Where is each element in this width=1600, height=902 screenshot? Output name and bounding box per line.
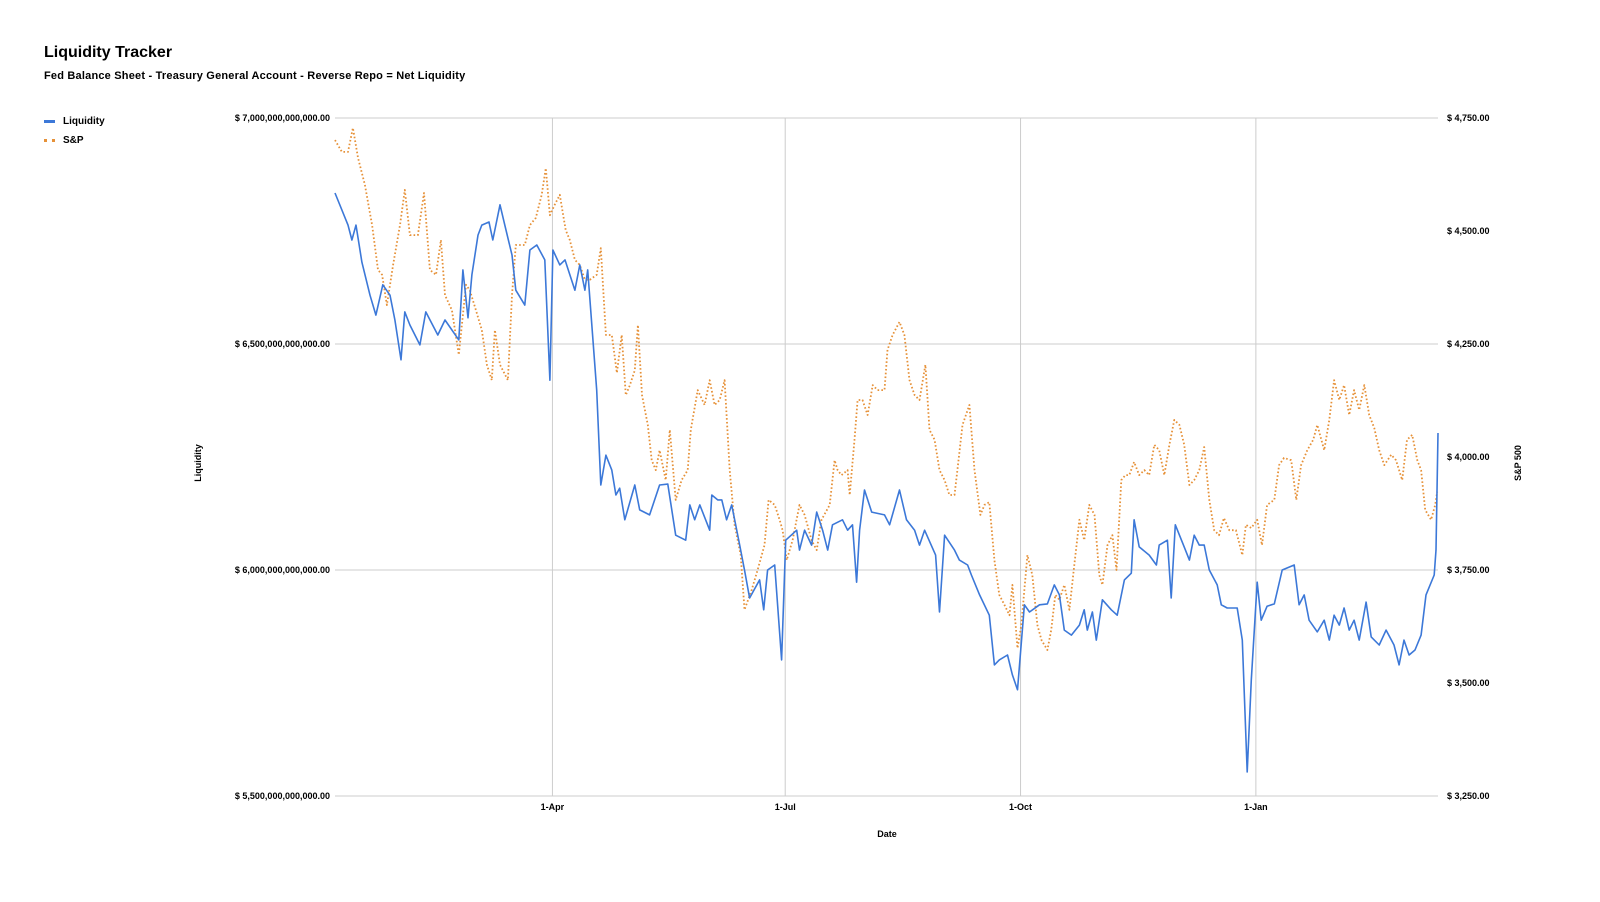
legend-swatch-liquidity bbox=[44, 120, 55, 123]
y-tick-label: $ 5,500,000,000,000.00 bbox=[235, 791, 330, 801]
chart-title: Liquidity Tracker bbox=[44, 44, 173, 61]
x-tick-label: 1-Jan bbox=[1244, 802, 1268, 812]
y-tick-label: $ 6,000,000,000,000.00 bbox=[235, 565, 330, 575]
y-tick-label: $ 6,500,000,000,000.00 bbox=[235, 339, 330, 349]
legend: Liquidity S&P bbox=[44, 112, 105, 150]
y2-tick-label: $ 3,750.00 bbox=[1447, 565, 1490, 575]
x-tick-label: 1-Jul bbox=[775, 802, 796, 812]
x-tick-label: 1-Oct bbox=[1009, 802, 1032, 812]
y2-tick-label: $ 4,750.00 bbox=[1447, 113, 1490, 123]
y-axis-label-right: S&P 500 bbox=[1513, 445, 1523, 481]
x-axis-label: Date bbox=[877, 829, 897, 839]
y2-tick-label: $ 4,500.00 bbox=[1447, 226, 1490, 236]
chart-subtitle: Fed Balance Sheet - Treasury General Acc… bbox=[44, 70, 466, 82]
legend-label-sp: S&P bbox=[63, 135, 84, 146]
y2-tick-label: $ 4,000.00 bbox=[1447, 452, 1490, 462]
y2-tick-label: $ 3,500.00 bbox=[1447, 678, 1490, 688]
series-line-sp bbox=[334, 127, 1439, 651]
legend-item-liquidity[interactable]: Liquidity bbox=[44, 112, 105, 131]
y2-tick-label: $ 3,250.00 bbox=[1447, 791, 1490, 801]
series-lines bbox=[334, 127, 1439, 773]
series-line-liquidity bbox=[334, 192, 1439, 773]
legend-item-sp[interactable]: S&P bbox=[44, 131, 105, 150]
y-tick-label: $ 7,000,000,000,000.00 bbox=[235, 113, 330, 123]
gridlines bbox=[335, 117, 1438, 797]
tick-labels: $ 7,000,000,000,000.00 $ 6,500,000,000,00… bbox=[235, 113, 1490, 812]
legend-label-liquidity: Liquidity bbox=[63, 116, 105, 127]
y2-tick-label: $ 4,250.00 bbox=[1447, 339, 1490, 349]
y-axis-label-left: Liquidity bbox=[193, 444, 203, 482]
legend-swatch-sp bbox=[44, 139, 55, 142]
x-tick-label: 1-Apr bbox=[541, 802, 565, 812]
